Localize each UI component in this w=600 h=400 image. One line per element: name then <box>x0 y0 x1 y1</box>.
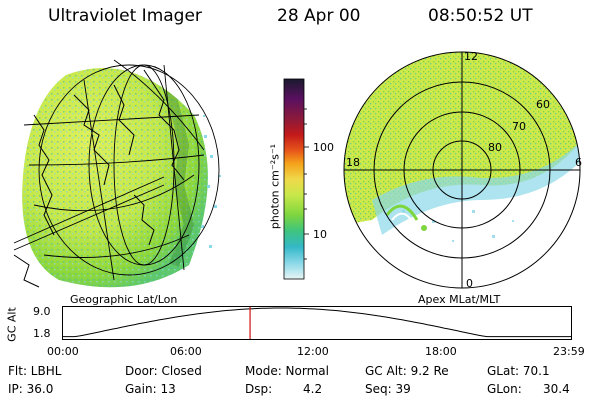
colorbar-tick-100: 100 <box>313 141 334 154</box>
altitude-ytick-1: 1.8 <box>33 327 51 340</box>
info-glat: GLat: 70.1 <box>487 364 550 378</box>
info-gain: Gain: 13 <box>125 382 176 396</box>
colorbar <box>283 78 309 280</box>
info-flt: Flt: LBHL <box>8 364 62 378</box>
geographic-image <box>13 59 221 288</box>
info-seq: Seq: 39 <box>365 382 411 396</box>
altitude-ylabel: GC Alt <box>5 307 19 342</box>
date-label: 28 Apr 00 <box>277 6 361 26</box>
geographic-label: Geographic Lat/Lon <box>70 293 178 306</box>
info-door: Door: Closed <box>125 364 202 378</box>
info-glon-value: 30.4 <box>543 382 570 396</box>
mlt-label-6: 6 <box>575 156 582 169</box>
altitude-ytick-9: 9.0 <box>33 305 51 318</box>
info-glon-label: GLon: <box>487 382 522 396</box>
altitude-plot <box>62 306 572 340</box>
info-dsp-label: Dsp: <box>245 382 273 396</box>
info-dsp-value: 4.2 <box>303 382 323 396</box>
mlt-label-18: 18 <box>346 156 360 169</box>
lat-label-70: 70 <box>512 120 526 133</box>
mlt-label-12: 12 <box>464 50 478 63</box>
polar-plot <box>343 51 581 289</box>
lat-label-60: 60 <box>536 98 550 111</box>
altitude-xtick-4: 23:59 <box>553 345 585 358</box>
info-ip: IP: 36.0 <box>8 382 54 396</box>
mlt-label-0: 0 <box>466 277 473 290</box>
altitude-xtick-2: 12:00 <box>297 345 329 358</box>
altitude-xtick-0: 00:00 <box>47 345 79 358</box>
info-gc-alt: GC Alt: 9.2 Re <box>365 364 449 378</box>
apex-label: Apex MLat/MLT <box>418 293 501 306</box>
altitude-xtick-3: 18:00 <box>425 345 457 358</box>
info-mode: Mode: Normal <box>245 364 329 378</box>
colorbar-unit-label: photon cm⁻²s⁻¹ <box>268 143 282 230</box>
lat-label-80: 80 <box>488 141 502 154</box>
altitude-curve <box>62 307 572 338</box>
altitude-xtick-1: 06:00 <box>170 345 202 358</box>
colorbar-tick-10: 10 <box>313 228 327 241</box>
altitude-frame <box>62 306 572 340</box>
time-label: 08:50:52 UT <box>428 6 533 26</box>
instrument-title: Ultraviolet Imager <box>48 6 202 26</box>
